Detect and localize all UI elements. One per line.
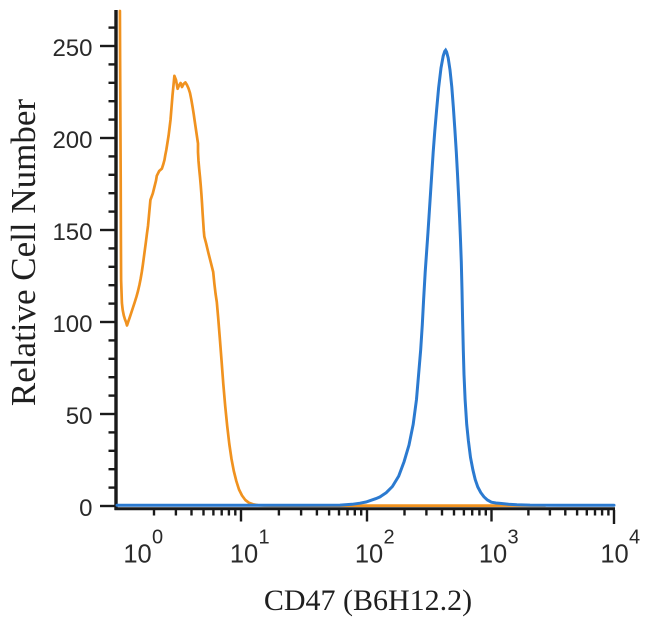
svg-text:10: 10 [600, 541, 628, 569]
svg-text:50: 50 [66, 403, 93, 430]
svg-text:10: 10 [355, 541, 383, 569]
svg-text:0: 0 [79, 495, 92, 522]
svg-text:250: 250 [52, 35, 92, 62]
svg-text:200: 200 [52, 127, 92, 154]
svg-text:150: 150 [52, 219, 92, 246]
svg-text:2: 2 [384, 527, 395, 549]
svg-text:0: 0 [152, 527, 163, 549]
svg-text:Relative Cell Number: Relative Cell Number [4, 99, 43, 406]
svg-text:10: 10 [123, 541, 151, 569]
svg-text:CD47 (B6H12.2): CD47 (B6H12.2) [264, 584, 472, 617]
svg-text:3: 3 [508, 527, 519, 549]
svg-text:4: 4 [629, 527, 640, 549]
svg-text:100: 100 [52, 311, 92, 338]
svg-text:10: 10 [479, 541, 507, 569]
svg-text:10: 10 [230, 541, 258, 569]
svg-text:1: 1 [259, 527, 270, 549]
